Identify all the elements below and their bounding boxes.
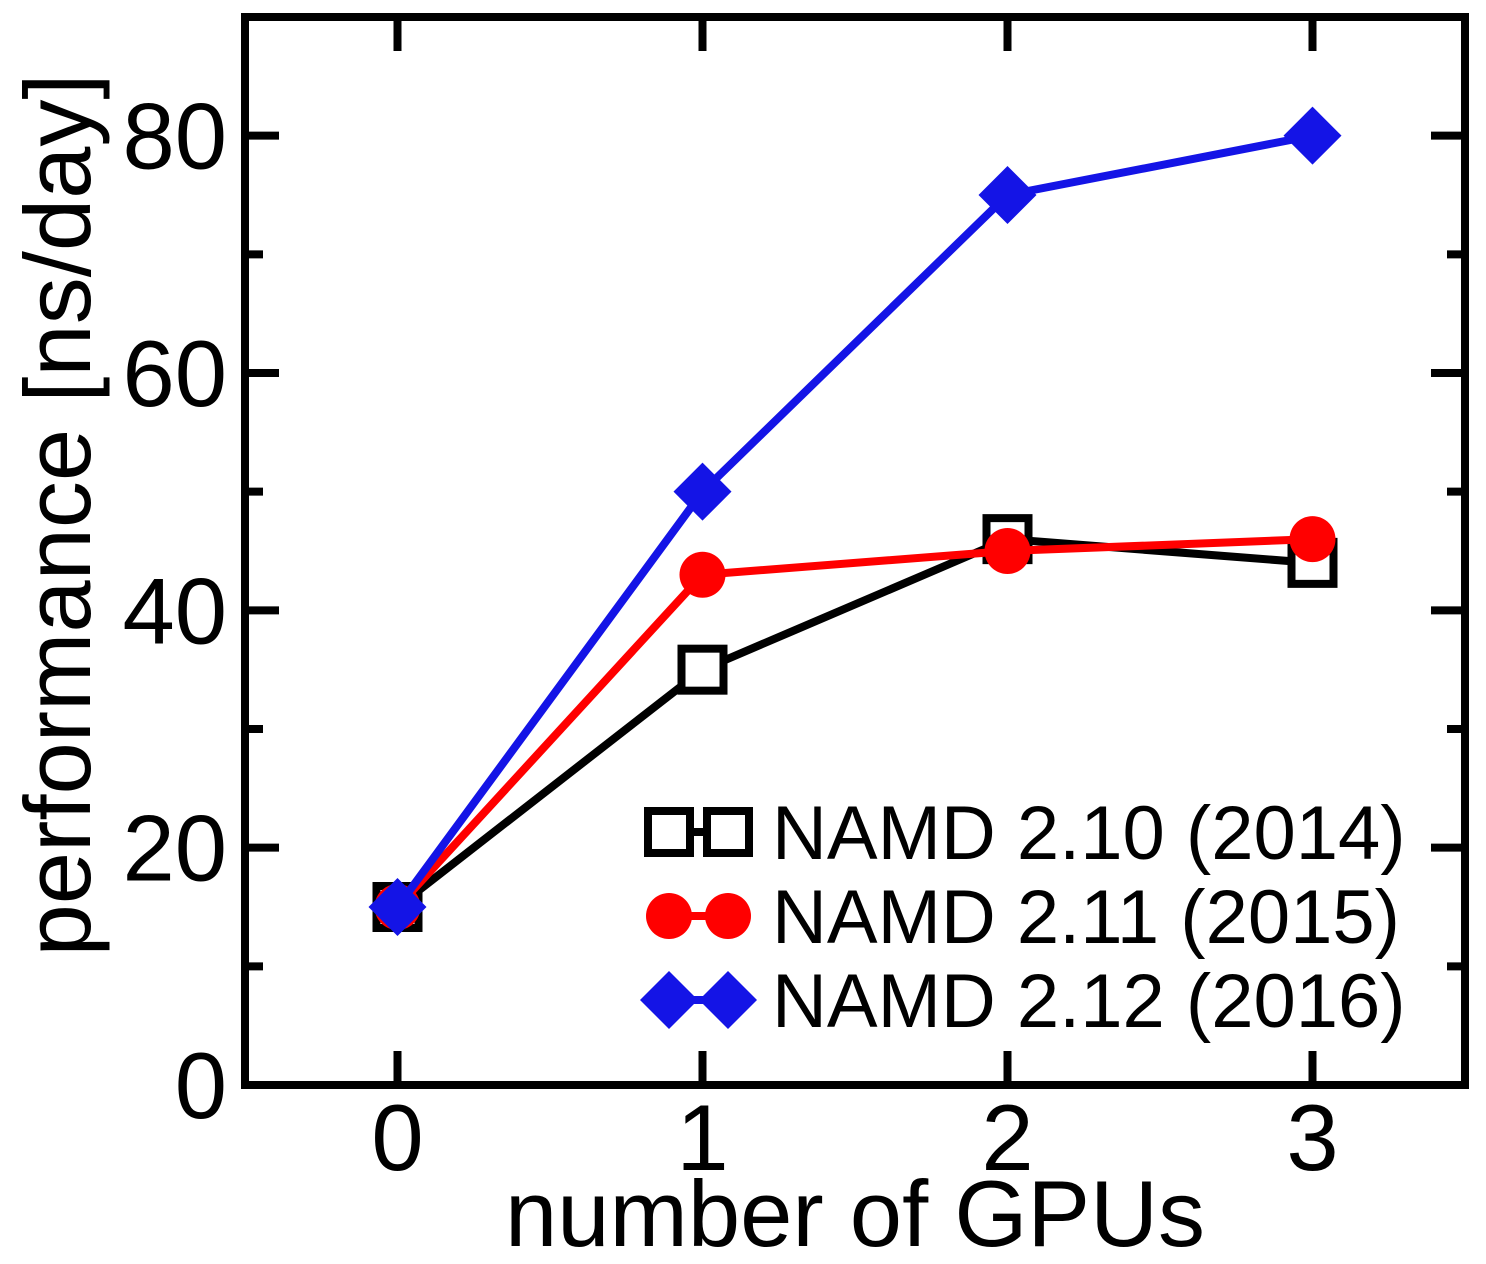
filled-diamond-marker <box>699 971 757 1029</box>
x-tick-label: 1 <box>676 1085 728 1190</box>
filled-diamond-marker <box>673 462 732 521</box>
axis-ticks <box>245 17 1465 1085</box>
filled-diamond-marker <box>1283 106 1342 165</box>
x-tick-label: 2 <box>981 1085 1033 1190</box>
legend-item: NAMD 2.11 (2015) <box>646 875 1400 960</box>
open-square-marker <box>703 807 753 857</box>
filled-circle-marker <box>1289 516 1336 563</box>
y-tick-label: 20 <box>122 796 227 901</box>
filled-diamond-marker <box>368 878 427 936</box>
y-axis-title: performance [ns/day] <box>5 74 110 957</box>
series-line <box>394 131 1314 910</box>
y-tick-label: 40 <box>122 558 227 663</box>
filled-circle-marker <box>646 893 692 939</box>
plot-frame <box>241 13 1469 1089</box>
series-line <box>394 535 1313 910</box>
y-tick-label: 60 <box>122 321 227 426</box>
filled-circle-marker <box>705 893 751 939</box>
legend-label: NAMD 2.10 (2014) <box>772 791 1406 876</box>
legend: NAMD 2.10 (2014)NAMD 2.11 (2015)NAMD 2.1… <box>640 791 1406 1044</box>
filled-circle-marker <box>679 551 726 598</box>
y-tick-label: 80 <box>122 84 227 189</box>
legend-label: NAMD 2.12 (2016) <box>772 959 1406 1044</box>
x-tick-label: 3 <box>1286 1085 1338 1190</box>
filled-diamond-marker <box>978 166 1037 224</box>
open-square-marker <box>644 807 694 857</box>
x-axis-title: number of GPUs <box>505 1161 1205 1264</box>
y-tick-label: 0 <box>175 1033 227 1138</box>
series-line <box>395 535 1313 911</box>
legend-item: NAMD 2.10 (2014) <box>644 791 1406 876</box>
legend-item: NAMD 2.12 (2016) <box>640 959 1406 1044</box>
filled-diamond-marker <box>640 971 698 1029</box>
axis-tick-labels: 0 20 40 60 80 0 1 2 3 <box>122 84 1338 1190</box>
series-namd-2.12-2016- <box>368 106 1342 936</box>
legend-label: NAMD 2.11 (2015) <box>772 875 1400 960</box>
filled-circle-marker <box>984 528 1031 574</box>
x-tick-label: 0 <box>371 1085 423 1190</box>
open-square-marker <box>677 644 728 695</box>
